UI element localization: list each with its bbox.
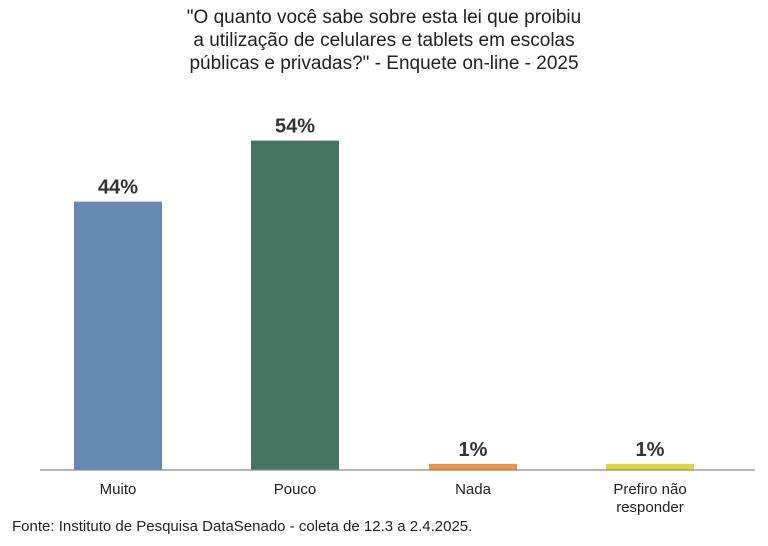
- bar-nada: [429, 463, 517, 470]
- x-tick-label-nada: Nada: [455, 481, 492, 498]
- bar-muito: [74, 201, 162, 470]
- bar-prefiro-nao-responder: [606, 463, 694, 470]
- x-tick-label-muito: Muito: [100, 481, 137, 498]
- x-tick-label-prefiro-nao-responder-line-1: Prefiro não: [613, 481, 686, 498]
- bar-pouco: [251, 140, 339, 470]
- chart-title-line-1: "O quanto você sabe sobre esta lei que p…: [186, 7, 582, 28]
- x-tick-label-prefiro-nao-responder-line-2: responder: [616, 499, 684, 516]
- data-label-nada: 1%: [459, 439, 488, 461]
- chart-title: "O quanto você sabe sobre esta lei que p…: [0, 6, 768, 75]
- chart-title-line-2: a utilização de celulares e tablets em e…: [193, 30, 575, 51]
- x-tick-label-pouco: Pouco: [274, 481, 317, 498]
- data-label-muito: 44%: [98, 177, 138, 199]
- data-label-pouco: 54%: [275, 116, 315, 138]
- data-labels-group: 44% 54% 1% 1%: [98, 116, 665, 461]
- bars-group: [74, 140, 694, 470]
- source-note: Fonte: Instituto de Pesquisa DataSenado …: [12, 518, 473, 535]
- data-label-prefiro-nao-responder: 1%: [636, 439, 665, 461]
- chart-title-line-3: públicas e privadas?" - Enquete on-line …: [189, 53, 579, 74]
